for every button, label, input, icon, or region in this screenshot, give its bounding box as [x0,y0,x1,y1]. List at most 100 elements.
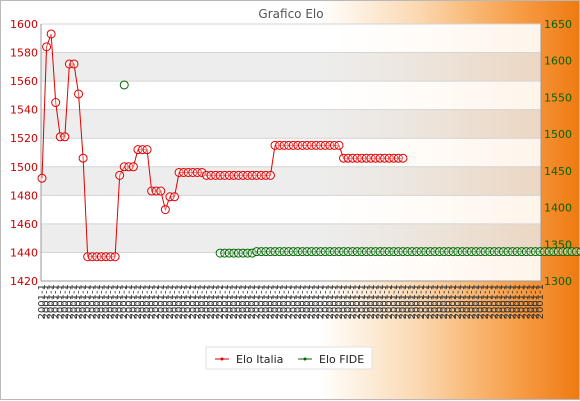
data-point [416,247,426,257]
x-tick-label: 2001-1 [243,284,254,319]
x-tick-label: 2001-1 [444,284,455,319]
data-point [101,252,111,262]
data-point [444,247,454,257]
x-tick-label: 2001-1 [512,284,523,319]
data-point [325,247,335,257]
data-point [288,247,298,257]
data-point [243,248,253,258]
data-point [169,192,179,202]
data-point [297,247,307,257]
x-tick-label: 2001-1 [352,284,363,319]
data-point [517,247,527,257]
x-tick-label: 2001-1 [526,284,537,319]
data-point [371,247,381,257]
data-point [302,140,312,150]
data-point [179,167,189,177]
data-point [233,170,243,180]
x-tick-label: 2001-1 [329,284,340,319]
data-point [211,170,221,180]
x-tick-label: 2001-1 [211,284,222,319]
x-tick-label: 2001-1 [485,284,496,319]
data-point [558,247,568,257]
data-point [329,247,339,257]
data-point [380,153,390,163]
x-tick-label: 2001-1 [425,284,436,319]
data-point [206,170,216,180]
data-point [434,247,444,257]
y-right-tick-label: 1650 [544,18,572,31]
data-point [220,248,230,258]
x-tick-label: 2001-1 [407,284,418,319]
x-tick-label: 2001-1 [165,284,176,319]
data-point [562,247,572,257]
data-point [165,192,175,202]
grid-band [41,81,541,110]
data-point [74,89,84,99]
data-point [37,173,47,183]
data-point [480,247,490,257]
x-tick-label: 2001-1 [421,284,432,319]
data-point [256,247,266,257]
grid-band [41,195,541,224]
data-point [96,252,106,262]
x-tick-label: 2001-1 [343,284,354,319]
legend-label: Elo Italia [236,353,283,366]
x-tick-label: 2001-1 [160,284,171,319]
x-tick-label: 2001-1 [489,284,500,319]
x-tick-label: 2001-1 [375,284,386,319]
data-point [133,145,143,155]
x-tick-label: 2001-1 [169,284,180,319]
data-point [320,247,330,257]
x-tick-label: 2001-1 [311,284,322,319]
x-tick-label: 2001-1 [521,284,532,319]
x-tick-label: 2001-1 [462,284,473,319]
data-point [160,205,170,215]
data-point [174,167,184,177]
data-point [389,247,399,257]
x-tick-label: 2001-1 [188,284,199,319]
data-point [485,247,495,257]
x-tick-label: 2001-1 [87,284,98,319]
y-left-tick-label: 1560 [10,75,38,88]
data-point [128,162,138,172]
x-tick-label: 2001-1 [275,284,286,319]
x-tick-label: 2001-1 [156,284,167,319]
y-right-tick-label: 1300 [544,275,572,288]
data-point [87,252,97,262]
data-point [229,170,239,180]
x-tick-label: 2001-1 [357,284,368,319]
x-tick-label: 2001-1 [119,284,130,319]
data-point [343,153,353,163]
data-point [462,247,472,257]
x-tick-label: 2001-1 [325,284,336,319]
x-tick-label: 2001-1 [55,284,66,319]
x-tick-label: 2001-1 [288,284,299,319]
series-elo-fide [119,80,580,258]
x-tick-label: 2001-1 [247,284,258,319]
data-point [348,247,358,257]
data-point [380,247,390,257]
data-point [188,167,198,177]
data-point [201,170,211,180]
x-tick-label: 2001-1 [37,284,48,319]
data-point [311,247,321,257]
data-point [366,153,376,163]
data-point [572,247,580,257]
x-tick-label: 2001-1 [69,284,80,319]
data-point [403,247,413,257]
x-tick-label: 2001-1 [430,284,441,319]
x-tick-label: 2001-1 [439,284,450,319]
data-point [567,247,577,257]
x-tick-label: 2001-1 [498,284,509,319]
data-point [316,247,326,257]
data-point [42,42,52,52]
x-tick-label: 2001-1 [42,284,53,319]
x-tick-label: 2001-1 [398,284,409,319]
data-point [215,170,225,180]
x-tick-label: 2001-1 [403,284,414,319]
x-tick-label: 2001-1 [480,284,491,319]
legend-marker [220,357,224,361]
series-line [220,251,580,254]
x-tick-label: 2001-1 [110,284,121,319]
